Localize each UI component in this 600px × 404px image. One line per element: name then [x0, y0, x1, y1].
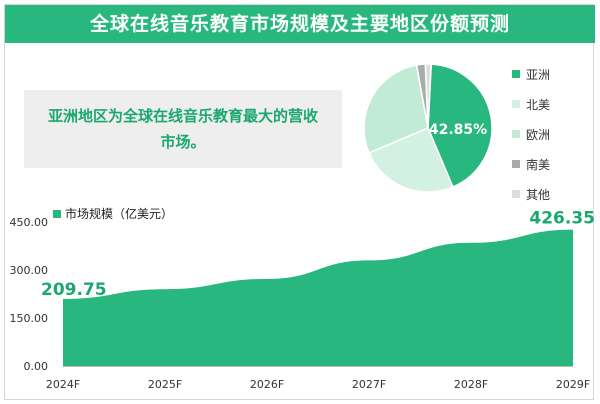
pie-legend-swatch [512, 130, 520, 138]
y-tick-label: 300.00 [10, 264, 49, 277]
y-tick-label: 0.00 [24, 360, 49, 373]
x-tick-label: 2025F [148, 378, 182, 391]
area-series [63, 229, 573, 366]
pie-legend-swatch [512, 70, 520, 78]
pie-legend-item: 其他 [512, 186, 592, 202]
pie-legend-item: 北美 [512, 96, 592, 112]
pie-data-label: 42.85% [429, 122, 487, 138]
x-tick-label: 2024F [46, 378, 80, 391]
pie-legend-label: 北美 [526, 97, 551, 112]
pie-slice-2 [363, 64, 429, 154]
pie-legend-swatch [512, 160, 520, 168]
pie-legend-label: 欧洲 [526, 127, 551, 142]
pie-slice-4 [424, 63, 432, 129]
pie-legend-swatch [512, 100, 520, 108]
pie-slice-0 [427, 63, 493, 188]
area-legend-swatch [53, 209, 61, 218]
area-data-label: 209.75 [41, 280, 107, 300]
area-legend-label: 市场规模（亿美元） [65, 207, 174, 221]
area-data-label: 426.35 [529, 209, 595, 229]
x-tick-label: 2027F [352, 378, 386, 391]
pie-legend-item: 欧洲 [512, 126, 592, 142]
area-legend: 市场规模（亿美元） [53, 205, 173, 222]
pie-legend-item: 亚洲 [512, 66, 592, 82]
note-box: 亚洲地区为全球在线音乐教育最大的营收市场。 [24, 90, 342, 168]
pie-legend: 亚洲北美欧洲南美其他 [512, 66, 592, 216]
chart-title: 全球在线音乐教育市场规模及主要地区份额预测 [5, 5, 595, 43]
y-tick-label: 450.00 [10, 216, 49, 229]
x-tick-label: 2029F [556, 378, 590, 391]
pie-legend-label: 亚洲 [526, 67, 551, 82]
x-tick-label: 2026F [250, 378, 284, 391]
pie-legend-label: 其他 [526, 187, 551, 202]
pie-legend-label: 南美 [526, 157, 551, 172]
pie-slice-1 [368, 127, 454, 193]
note-text: 亚洲地区为全球在线音乐教育最大的营收市场。 [47, 107, 318, 151]
pie-legend-swatch [512, 190, 520, 198]
y-tick-label: 150.00 [10, 312, 49, 325]
x-tick-label: 2028F [454, 378, 488, 391]
pie-legend-item: 南美 [512, 156, 592, 172]
